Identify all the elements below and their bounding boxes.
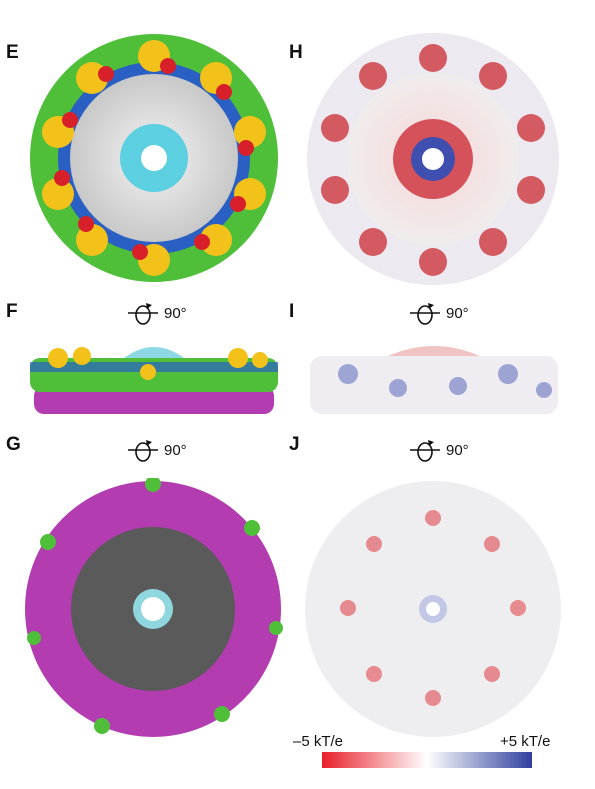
rotation-indicator-f: 90°	[126, 300, 187, 326]
rotation-indicator-g: 90°	[126, 437, 187, 463]
panel-i-electrostatic-side-view-image	[310, 346, 558, 414]
panel-f-side-view-image	[30, 347, 278, 414]
panel-label-j: J	[289, 434, 300, 455]
rotate-icon	[410, 303, 440, 325]
rotate-icon	[128, 440, 158, 462]
panel-label-e: E	[6, 42, 19, 63]
rotate-icon	[128, 303, 158, 325]
panel-label-g: G	[6, 434, 21, 455]
rotation-angle-g: 90°	[164, 441, 187, 459]
panel-g-bottom-view-image	[25, 478, 283, 737]
panel-label-i: I	[289, 301, 295, 322]
panel-j-electrostatic-bottom-view-image	[305, 481, 561, 737]
rotation-angle-f: 90°	[164, 304, 187, 322]
rotation-angle-j: 90°	[446, 441, 469, 459]
panel-label-h: H	[289, 42, 303, 63]
panel-label-f: F	[6, 301, 18, 322]
scale-min-label: –5 kT/e	[293, 733, 344, 750]
rotation-indicator-i: 90°	[408, 300, 469, 326]
rotate-icon	[410, 440, 440, 462]
rotation-indicator-j: 90°	[408, 437, 469, 463]
panel-e-top-view-image	[30, 34, 278, 282]
panel-h-electrostatic-top-view-image	[307, 33, 559, 285]
scale-max-label: +5 kT/e	[500, 733, 551, 750]
rotation-angle-i: 90°	[446, 304, 469, 322]
electrostatic-color-scale-bar	[322, 752, 532, 768]
